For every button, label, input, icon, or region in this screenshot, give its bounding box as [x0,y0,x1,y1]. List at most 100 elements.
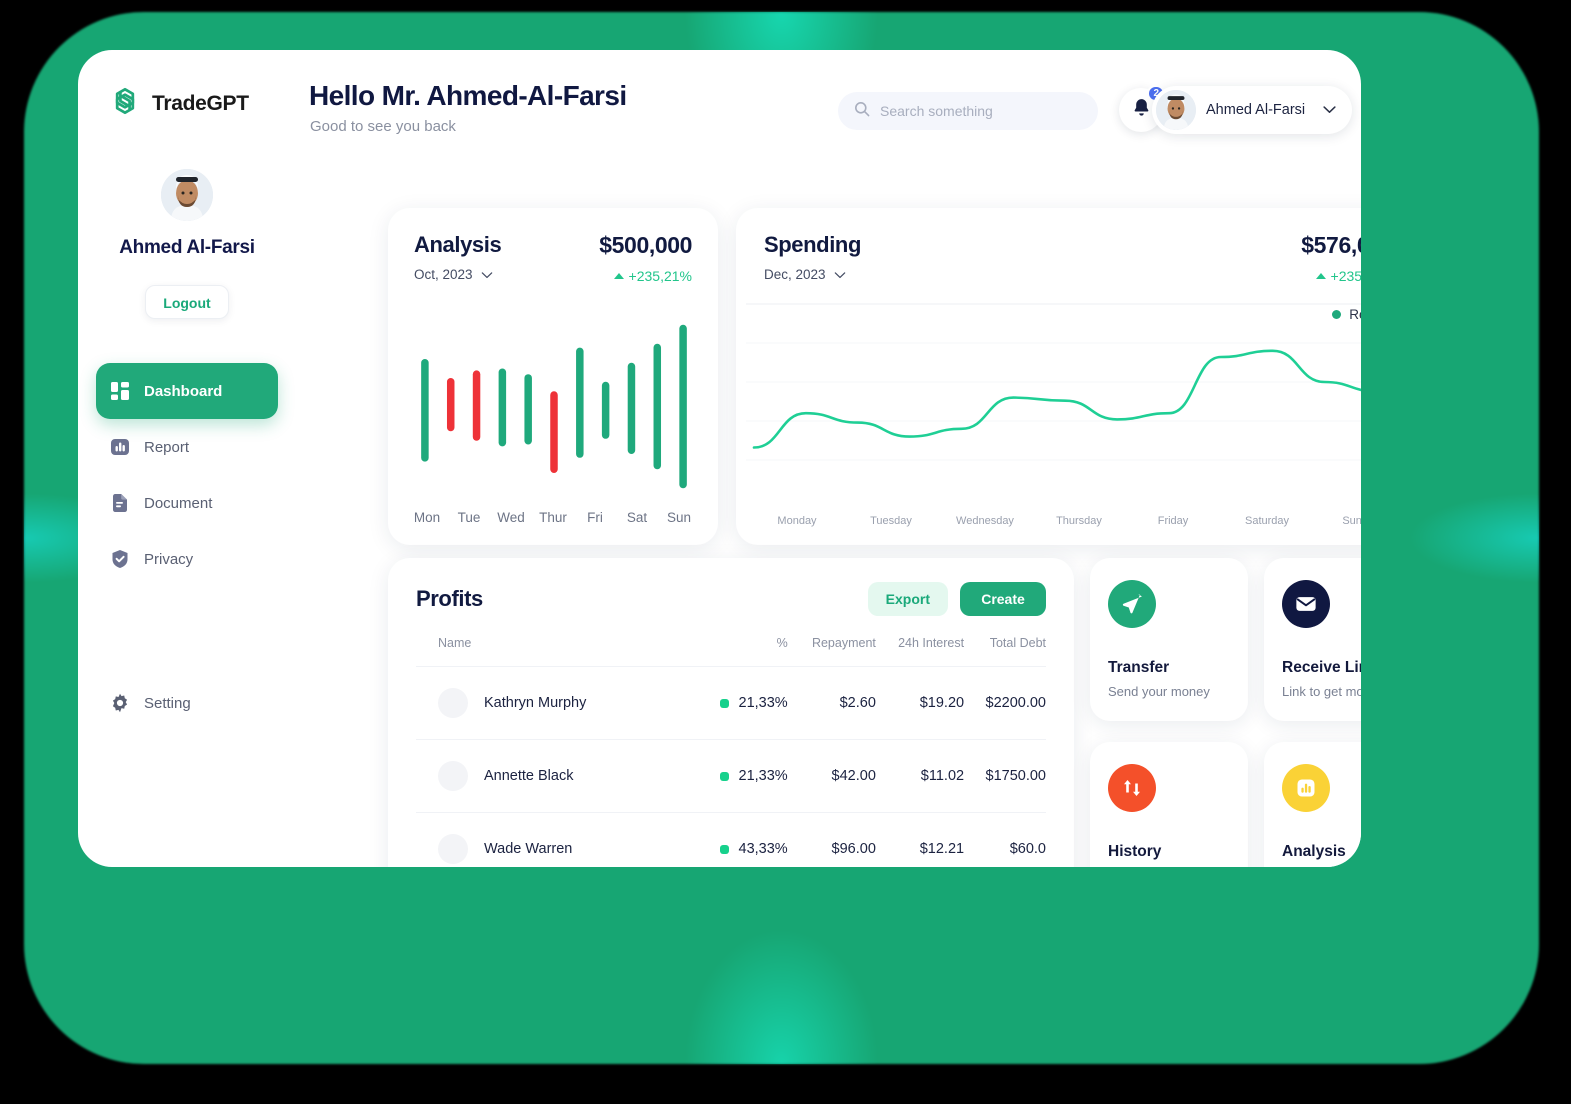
table-row[interactable]: Annette Black 21,33% $42.00 $11.02 $1750… [416,739,1046,813]
analysis-period-selector[interactable]: Oct, 2023 [414,267,501,282]
create-button[interactable]: Create [960,582,1046,616]
row-percent: 21,33% [738,768,788,784]
sidebar-item-setting[interactable]: Setting [96,675,278,731]
chart-bar [498,368,507,447]
chevron-down-icon[interactable] [834,267,846,282]
row-percent: 21,33% [738,695,788,711]
action-card-title: Receive Link [1282,659,1361,676]
document-icon [110,493,130,513]
chart-bar [653,343,662,470]
axis-tick: Thur [539,510,567,525]
sidebar-item-privacy[interactable]: Privacy [96,531,278,587]
spending-amount: $576,024 [1301,232,1361,258]
table-header-row: Name % Repayment 24h Interest Total Debt [416,636,1046,667]
analysis-card: Analysis Oct, 2023 $500,000 [388,208,718,545]
bar-chart-icon [1282,764,1330,812]
status-dot-icon [719,771,729,781]
table-row[interactable]: Kathryn Murphy 21,33% $2.60 $19.20 $2200… [416,666,1046,740]
chevron-down-icon[interactable] [481,267,493,282]
page-title: Hello Mr. Ahmed-Al-Farsi [309,80,627,111]
profile-name: Ahmed Al-Farsi [1206,102,1306,118]
chart-bar [524,374,532,445]
chart-bar [550,391,558,473]
analysis-delta-value: +235,21% [628,268,692,284]
grid-icon [110,381,130,401]
axis-tick: Fri [587,510,603,525]
action-card-subtitle: Link to get money [1282,684,1361,699]
legend-label: Receive [1349,307,1361,322]
sidebar-item-report[interactable]: Report [96,419,278,475]
dashboard-window: TradeGPT [78,50,1361,867]
row-percent: 43,33% [738,841,788,857]
sidebar-nav: Dashboard Report [78,363,296,731]
profits-title: Profits [416,586,483,611]
sidebar: TradeGPT [78,50,296,867]
bell-icon [1132,98,1151,122]
action-card-subtitle: Send your money [1108,684,1210,699]
avatar [438,761,468,791]
page-subtitle: Good to see you back [310,118,456,135]
spending-period-label: Dec, 2023 [764,267,826,282]
analysis-delta: +235,21% [599,268,692,284]
action-card-receive-link[interactable]: Receive Link Link to get money [1264,558,1361,721]
axis-tick: Tue [457,510,481,525]
row-total-debt: $60.0 [964,812,1046,867]
search-icon [854,101,870,122]
bar-chart-icon [110,437,130,457]
search-input[interactable] [880,103,1082,119]
search-box[interactable] [838,92,1098,130]
spending-line-chart [746,303,1361,461]
openai-knot-icon [108,84,142,123]
sidebar-item-document[interactable]: Document [96,475,278,531]
brand-logo[interactable]: TradeGPT [78,84,296,123]
send-plane-icon [1108,580,1156,628]
axis-tick: Wed [497,510,525,525]
profile-menu[interactable]: Ahmed Al-Farsi [1152,86,1352,134]
avatar [1156,90,1196,130]
row-interest: $11.02 [875,739,965,813]
axis-tick: Tuesday [870,515,912,527]
action-card-history[interactable]: History Transaction [1090,742,1248,867]
axis-tick: Sun [666,510,692,525]
row-repayment: $42.00 [787,739,876,813]
row-name: Annette Black [484,768,574,784]
action-card-analysis[interactable]: Analysis Income, outcome [1264,742,1361,867]
chart-bar [679,324,687,489]
chart-bar [446,378,455,432]
chart-bar [627,362,636,454]
column-header-total-debt: Total Debt [989,636,1046,650]
analysis-x-axis: Mon Tue Wed Thur Fri Sat Sun [388,510,718,525]
table-row[interactable]: Wade Warren 43,33% $96.00 $12.21 $60.0 [416,812,1046,867]
row-name: Wade Warren [484,841,573,857]
action-card-title: Transfer [1108,659,1170,676]
axis-tick: Sat [626,510,648,525]
column-header-percent: % [776,636,788,650]
profits-header: Profits Export Create [388,558,1074,616]
status-dot-icon [719,698,729,708]
axis-tick: Friday [1157,515,1189,527]
spending-title: Spending [764,232,862,257]
sidebar-item-label: Report [144,438,190,456]
logout-button[interactable]: Logout [145,285,229,319]
row-total-debt: $2200.00 [964,666,1046,740]
axis-tick: Monday [777,515,817,527]
export-button[interactable]: Export [867,582,948,616]
triangle-up-icon [613,273,624,279]
sidebar-user-name: Ahmed Al-Farsi [119,237,255,258]
brand-name: TradeGPT [152,91,249,115]
shield-check-icon [110,549,130,569]
axis-tick: Saturday [1244,515,1290,527]
spending-period-selector[interactable]: Dec, 2023 [764,267,861,282]
avatar [161,169,213,221]
analysis-header: Analysis Oct, 2023 $500,000 [388,208,718,284]
chevron-down-icon[interactable] [1323,101,1336,119]
action-card-transfer[interactable]: Transfer Send your money [1090,558,1248,721]
axis-tick: Mon [413,510,441,525]
action-card-title: Analysis [1282,843,1346,860]
spending-delta: +235,21% [1301,268,1361,284]
action-card-title: History [1108,843,1162,860]
profits-table: Name % Repayment 24h Interest Total Debt [416,636,1046,867]
sidebar-item-dashboard[interactable]: Dashboard [96,363,278,419]
status-dot-icon [719,844,729,854]
